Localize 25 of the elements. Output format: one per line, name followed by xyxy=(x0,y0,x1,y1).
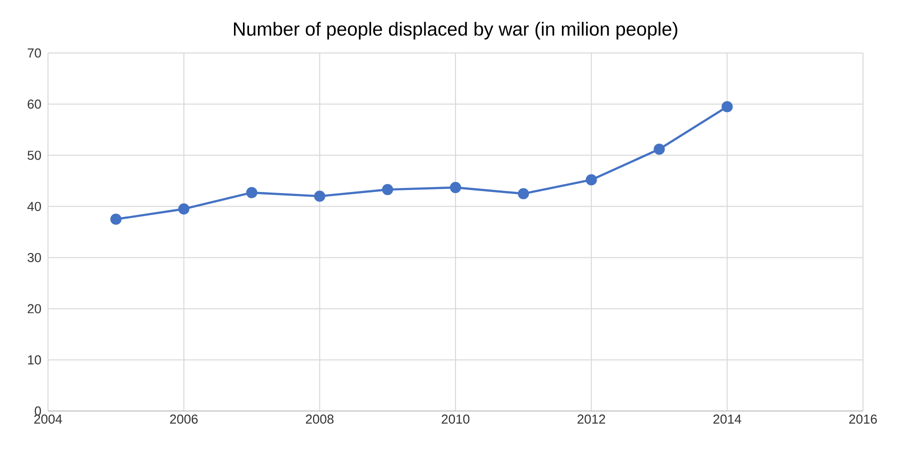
point xyxy=(518,188,529,200)
point xyxy=(722,101,733,112)
x-tick-label: 2014 xyxy=(713,414,742,424)
y-tick-label: 40 xyxy=(27,202,41,212)
x-tick-label: 2004 xyxy=(34,414,62,424)
chart-title: Number of people displaced by war (in milion people) xyxy=(234,22,678,40)
x-tick-label: 2006 xyxy=(170,414,198,424)
y-tick-label: 70 xyxy=(28,48,41,58)
y-tick-label: 20 xyxy=(28,304,41,314)
x-tick-label: 2012 xyxy=(578,414,606,424)
x-tick-label: 2008 xyxy=(306,414,334,424)
y-tick-label: 50 xyxy=(28,150,41,160)
point xyxy=(110,214,122,225)
point xyxy=(654,144,665,155)
point xyxy=(382,184,394,196)
point xyxy=(246,187,258,198)
point xyxy=(178,203,190,215)
point xyxy=(450,182,462,194)
point xyxy=(314,190,326,202)
x-tick-label: 2016 xyxy=(849,414,877,424)
y-tick-label: 10 xyxy=(28,355,41,364)
y-tick-label: 30 xyxy=(28,252,41,262)
point xyxy=(586,174,597,186)
x-tick-label: 2010 xyxy=(442,414,470,424)
y-tick-label: 60 xyxy=(28,100,41,109)
